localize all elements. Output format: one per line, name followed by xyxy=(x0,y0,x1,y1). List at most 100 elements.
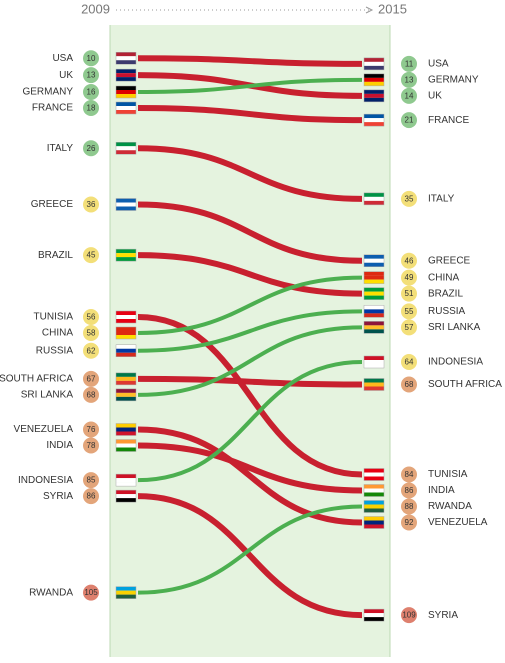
flag-stripe xyxy=(116,498,136,503)
flag-stripe xyxy=(116,327,136,331)
rank-badge xyxy=(401,354,417,370)
rank-label: 49 xyxy=(405,273,414,282)
flag-stripe xyxy=(364,77,384,82)
country-label: INDONESIA xyxy=(428,357,483,368)
flag xyxy=(363,321,385,334)
flag-stripe xyxy=(364,492,384,497)
flag-stripe xyxy=(116,443,136,448)
flag xyxy=(115,326,137,340)
flag-stripe xyxy=(116,344,136,349)
flag xyxy=(115,586,137,599)
flag xyxy=(363,355,385,369)
rank-label: 85 xyxy=(87,476,96,485)
flag-stripe xyxy=(364,309,384,314)
flag xyxy=(363,484,385,497)
rank-label: 84 xyxy=(405,470,414,479)
rank-badge xyxy=(401,269,417,286)
flag-border xyxy=(115,248,137,262)
rank-badge xyxy=(401,252,417,269)
flag-stripe xyxy=(116,352,136,357)
flag-stripe xyxy=(116,319,136,323)
flag-stripe xyxy=(364,468,384,473)
flag-stripe xyxy=(364,254,384,259)
flag-stripe xyxy=(116,198,136,203)
country-label: SOUTH AFRICA xyxy=(0,374,73,385)
country-label: SRI LANKA xyxy=(428,322,481,333)
flag-stripe xyxy=(116,142,136,147)
flag-stripe xyxy=(364,61,384,66)
rank-badge xyxy=(83,386,99,403)
country-label: GERMANY xyxy=(22,87,73,98)
rank-label: 88 xyxy=(405,502,414,511)
country-label: RUSSIA xyxy=(36,345,74,356)
flow xyxy=(137,360,363,483)
rank-badge xyxy=(83,247,99,264)
country-label: CHINA xyxy=(42,328,73,339)
rank-label: 51 xyxy=(405,289,414,298)
rank-badge xyxy=(401,607,417,624)
rank-label: 13 xyxy=(405,75,414,84)
flag-border xyxy=(115,310,137,324)
country-label: CHINA xyxy=(428,272,459,283)
flag-stripe xyxy=(116,249,136,254)
rank-label: 35 xyxy=(405,194,414,203)
flag-stripe xyxy=(116,69,136,74)
flow xyxy=(137,105,363,124)
flag xyxy=(115,344,137,357)
country-label: USA xyxy=(428,59,449,70)
flag-border xyxy=(363,89,385,103)
rank-label: 46 xyxy=(405,256,414,265)
flag xyxy=(363,271,385,284)
flag-stripe xyxy=(364,386,384,391)
flag-stripe xyxy=(364,321,384,326)
flag-stripe xyxy=(364,118,384,123)
flag xyxy=(115,310,137,324)
flag-stripe xyxy=(364,524,384,529)
rank-label: 14 xyxy=(405,91,414,100)
country-label: VENEZUELA xyxy=(428,517,488,528)
flag-stripe xyxy=(364,89,384,94)
flag-border xyxy=(115,85,137,99)
arrow-head xyxy=(365,6,374,14)
country-label: ITALY xyxy=(428,194,455,205)
flag-stripe xyxy=(116,253,136,258)
flag-stripe xyxy=(364,613,384,618)
flag-stripe xyxy=(364,516,384,521)
flag-stripe xyxy=(116,372,136,377)
flag-stripe xyxy=(364,382,384,387)
rank-badge xyxy=(401,376,417,393)
flag-stripe xyxy=(116,388,136,393)
rank-badge xyxy=(83,421,99,438)
flag xyxy=(363,378,385,391)
country-label: USA xyxy=(52,53,73,64)
flag-stripe xyxy=(364,262,384,267)
flag-border xyxy=(363,73,385,87)
flag xyxy=(115,198,137,211)
country-label: RUSSIA xyxy=(428,306,466,317)
rank-badge xyxy=(83,100,99,116)
rank-badge xyxy=(83,50,99,67)
rank-badge xyxy=(401,482,417,499)
flag-stripe xyxy=(116,86,136,90)
flag-stripe xyxy=(116,490,136,495)
flag-stripe xyxy=(364,291,384,296)
rank-badge xyxy=(401,514,417,531)
rank-badge xyxy=(401,71,417,88)
flag-stripe xyxy=(364,279,384,284)
flag-stripe xyxy=(116,423,136,428)
country-label: SYRIA xyxy=(43,491,73,502)
flag-border xyxy=(363,113,385,127)
flag-stripe xyxy=(116,60,136,65)
rank-badge xyxy=(401,87,417,104)
rank-badge xyxy=(83,472,99,489)
flag-stripe xyxy=(116,311,136,315)
rank-badge xyxy=(83,584,99,601)
flag-border xyxy=(363,500,385,513)
flag-border xyxy=(115,388,137,402)
flag-stripe xyxy=(364,476,384,481)
flag-stripe xyxy=(116,335,136,339)
flag-stripe xyxy=(116,90,136,94)
flag xyxy=(115,473,137,487)
flag-stripe xyxy=(364,97,384,102)
flag-stripe xyxy=(116,427,136,432)
